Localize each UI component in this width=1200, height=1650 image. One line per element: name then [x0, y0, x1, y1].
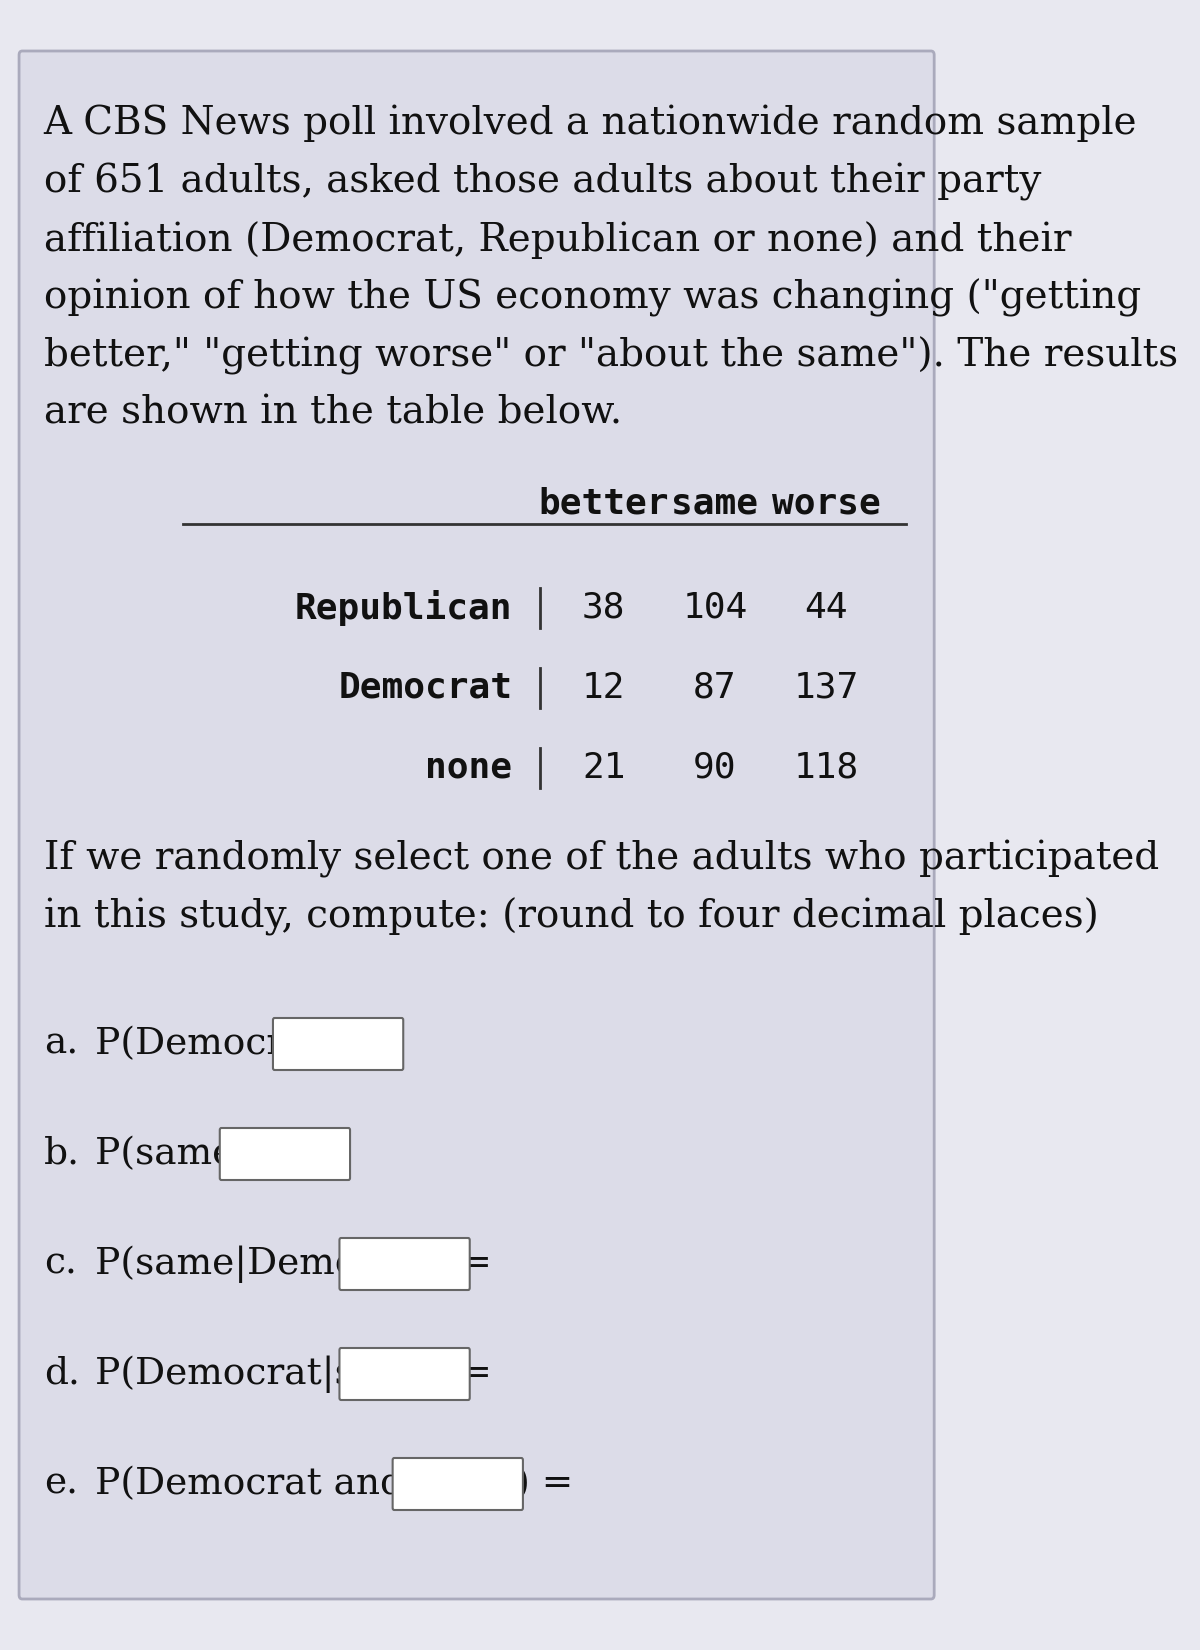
Text: A CBS News poll involved a nationwide random sample: A CBS News poll involved a nationwide ra… — [43, 106, 1138, 142]
Text: 12: 12 — [582, 672, 625, 705]
Text: better: better — [539, 487, 668, 520]
FancyBboxPatch shape — [272, 1018, 403, 1069]
Text: 90: 90 — [694, 751, 737, 785]
Text: none: none — [425, 751, 512, 785]
Text: 44: 44 — [804, 591, 848, 625]
Text: Democrat: Democrat — [338, 672, 512, 705]
FancyBboxPatch shape — [340, 1238, 469, 1290]
Text: 38: 38 — [582, 591, 625, 625]
Text: 104: 104 — [683, 591, 748, 625]
Text: better," "getting worse" or "about the same"). The results: better," "getting worse" or "about the s… — [43, 337, 1178, 376]
FancyBboxPatch shape — [392, 1459, 523, 1510]
Text: in this study, compute: (round to four decimal places): in this study, compute: (round to four d… — [43, 898, 1098, 937]
FancyBboxPatch shape — [340, 1348, 469, 1399]
Text: Republican: Republican — [295, 591, 512, 625]
Text: of 651 adults, asked those adults about their party: of 651 adults, asked those adults about … — [43, 163, 1042, 201]
Text: 118: 118 — [793, 751, 859, 785]
Text: P(Democrat) =: P(Democrat) = — [95, 1026, 380, 1063]
Text: opinion of how the US economy was changing ("getting: opinion of how the US economy was changi… — [43, 279, 1141, 317]
Text: P(same) =: P(same) = — [95, 1135, 293, 1171]
Text: 137: 137 — [793, 672, 859, 705]
Text: same: same — [672, 487, 758, 520]
FancyBboxPatch shape — [220, 1129, 350, 1180]
Text: e.: e. — [43, 1465, 78, 1502]
Text: P(Democrat|same) =: P(Democrat|same) = — [95, 1355, 492, 1393]
Text: are shown in the table below.: are shown in the table below. — [43, 394, 622, 432]
Text: P(Democrat and same) =: P(Democrat and same) = — [95, 1465, 574, 1502]
Text: 87: 87 — [694, 672, 737, 705]
Text: a.: a. — [43, 1026, 78, 1063]
FancyBboxPatch shape — [19, 51, 934, 1599]
Text: b.: b. — [43, 1135, 79, 1171]
Text: If we randomly select one of the adults who participated: If we randomly select one of the adults … — [43, 840, 1159, 878]
Text: d.: d. — [43, 1356, 79, 1393]
Text: affiliation (Democrat, Republican or none) and their: affiliation (Democrat, Republican or non… — [43, 221, 1072, 259]
Text: 21: 21 — [582, 751, 625, 785]
Text: worse: worse — [772, 487, 881, 520]
Text: c.: c. — [43, 1246, 77, 1282]
Text: P(same|Democrat) =: P(same|Democrat) = — [95, 1246, 492, 1282]
